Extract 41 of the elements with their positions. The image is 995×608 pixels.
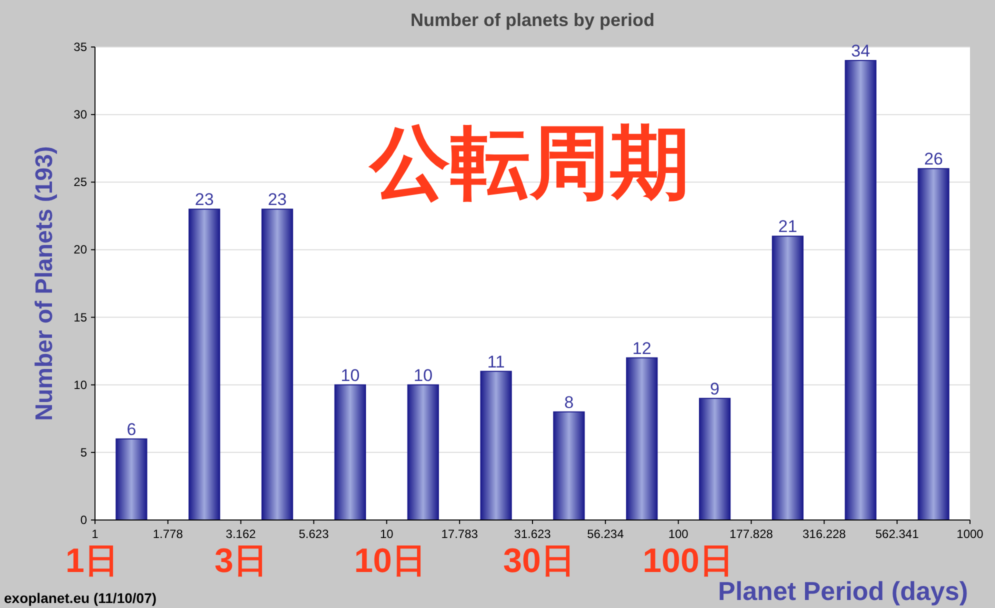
data-label: 23 bbox=[268, 190, 287, 210]
x-tick-label: 3.162 bbox=[226, 527, 256, 541]
x-tick-label: 1 bbox=[92, 527, 99, 541]
x-tick-label: 316.228 bbox=[802, 527, 846, 541]
data-label: 11 bbox=[487, 352, 505, 372]
y-tick-label: 5 bbox=[80, 445, 88, 460]
x-tick-label: 177.828 bbox=[730, 527, 774, 541]
data-label: 23 bbox=[194, 190, 214, 210]
data-label: 12 bbox=[632, 338, 652, 358]
x-tick-label: 100 bbox=[668, 527, 689, 541]
y-tick-label: 30 bbox=[74, 108, 88, 122]
y-axis-title: Number of Planets (193) bbox=[31, 146, 58, 421]
x-tick-label: 56.234 bbox=[587, 527, 624, 541]
annotation: 公転周期 bbox=[368, 118, 690, 207]
chart-title: Number of planets by period bbox=[410, 10, 655, 30]
x-tick-label: 17.783 bbox=[441, 527, 478, 541]
x-tick-label: 562.341 bbox=[875, 527, 920, 541]
y-tick-label: 20 bbox=[74, 242, 88, 257]
y-tick-label: 35 bbox=[74, 40, 88, 54]
data-label: 26 bbox=[924, 150, 944, 169]
y-tick-label: 25 bbox=[74, 175, 88, 190]
data-label: 8 bbox=[564, 392, 574, 412]
x-tick-label: 10 bbox=[380, 527, 394, 541]
x-tick-label: 5.623 bbox=[298, 527, 330, 541]
y-tick-label: 0 bbox=[80, 513, 88, 527]
x-tick-label: 1.778 bbox=[152, 527, 184, 541]
x-tick-label: 31.623 bbox=[514, 527, 552, 541]
data-label: 34 bbox=[851, 42, 870, 61]
text: 30日 bbox=[503, 542, 575, 580]
y-tick-label: 10 bbox=[74, 378, 88, 392]
data-label: 9 bbox=[710, 379, 720, 398]
data-label: 21 bbox=[778, 217, 798, 236]
data-label: 6 bbox=[126, 420, 136, 439]
y-tick-label: 15 bbox=[74, 310, 88, 324]
x-tick-label: 1000 bbox=[956, 527, 984, 541]
text: 3日 bbox=[214, 542, 268, 580]
data-label: 10 bbox=[414, 366, 433, 385]
text: 1日 bbox=[66, 542, 118, 580]
data-label: 10 bbox=[340, 366, 360, 385]
text: exoplanet.eu (11/10/07) bbox=[4, 590, 157, 606]
text: 10日 bbox=[354, 542, 426, 580]
